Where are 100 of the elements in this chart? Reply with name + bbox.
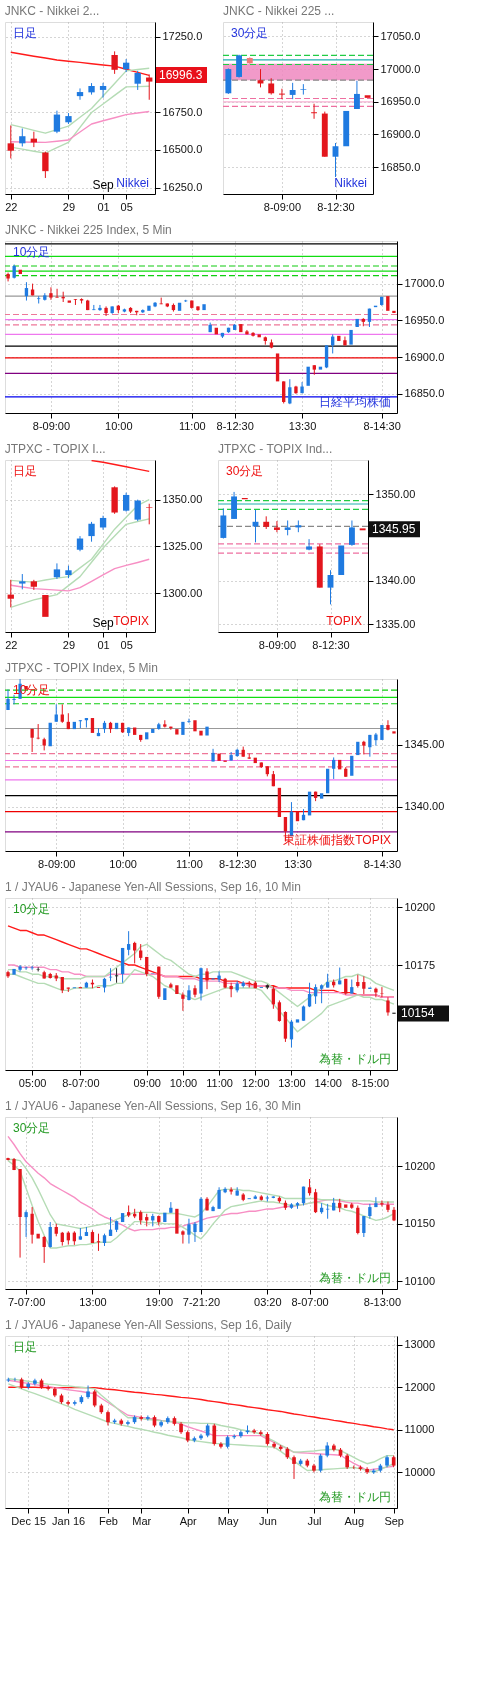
x-tick-label: Apr: [179, 1514, 198, 1527]
candlestick: [362, 1215, 366, 1238]
candlestick: [122, 492, 130, 513]
x-tick-label: 22: [5, 638, 18, 651]
annotation: 10分足: [13, 902, 51, 916]
y-tick-label: 17250.0: [162, 30, 203, 43]
x-tick-label: 03:20: [254, 1295, 282, 1308]
candlestick: [325, 1203, 330, 1220]
candlestick: [7, 579, 14, 608]
candlestick: [386, 719, 390, 731]
text: 1345.95: [372, 522, 416, 537]
candlestick: [332, 756, 336, 780]
x-tick-label: 09:00: [133, 1076, 161, 1089]
chart-title: JTPXC - TOPIX I...: [4, 442, 106, 456]
candlestick: [202, 304, 206, 311]
candlestick: [53, 562, 61, 580]
candlestick: [277, 787, 282, 818]
candlestick: [292, 1455, 296, 1480]
candlestick: [392, 310, 396, 314]
chart-title: JTPXC - TOPIX Ind...: [218, 442, 333, 456]
x-tick-label: 22: [5, 200, 18, 213]
chart-title: JNKC - Nikkei 225 ...: [223, 4, 335, 18]
y-tick-label: 17000.0: [404, 277, 445, 290]
candlestick: [126, 1419, 130, 1427]
candlestick: [359, 528, 366, 531]
candlestick: [126, 930, 131, 956]
x-tick-label: Jul: [307, 1514, 322, 1527]
x-tick-label: 8-09:00: [258, 638, 297, 651]
candlestick: [364, 95, 371, 98]
candlestick: [49, 286, 53, 301]
candlestick: [120, 1213, 125, 1223]
y-tick-label: 1335.00: [375, 617, 416, 630]
candlestick: [349, 329, 353, 345]
x-tick-label: 11:00: [176, 857, 203, 870]
candlestick: [306, 538, 313, 551]
x-tick-label: 8-12:30: [219, 857, 257, 870]
candlestick: [12, 968, 16, 975]
y-tick-label: 16900.0: [380, 127, 421, 140]
x-tick-label: 29: [62, 200, 76, 213]
x-tick-label: 10:00: [109, 857, 137, 870]
y-tick-label: 16900.0: [404, 350, 445, 363]
candlestick: [134, 499, 141, 522]
y-tick-label: 1340.00: [375, 574, 416, 587]
candlestick: [231, 491, 238, 520]
candlestick: [187, 718, 191, 724]
x-tick-label: 01: [97, 638, 110, 651]
candlestick: [181, 721, 185, 735]
candlestick: [98, 304, 102, 312]
y-tick-label: 16950.0: [380, 95, 421, 108]
candlestick: [217, 1186, 221, 1210]
candlestick: [205, 967, 209, 990]
chart-title: 1 / JYAU6 - Japanese Yen-All Sessions, Sep 16, Daily: [5, 1318, 292, 1332]
candlestick: [18, 964, 22, 972]
x-tick-label: Jun: [259, 1514, 277, 1527]
y-tick-label: 17050.0: [380, 29, 421, 42]
x-tick-label: 8-12:30: [317, 200, 355, 213]
candlestick: [146, 73, 153, 101]
x-tick-label: 8-13:00: [363, 1295, 402, 1308]
candlestick: [90, 718, 95, 733]
candlestick: [319, 983, 324, 1004]
y-tick-label: 1350.00: [162, 493, 203, 506]
x-tick-label: 11:00: [206, 1076, 233, 1089]
x-tick-label: 13:00: [79, 1295, 107, 1308]
candlestick: [7, 124, 14, 159]
x-tick-label: Mar: [132, 1514, 152, 1527]
line-series: [7, 1386, 395, 1431]
text: 16996.3: [159, 67, 203, 82]
candlestick: [36, 1233, 40, 1239]
annotation: Nikkei: [116, 176, 149, 190]
x-tick-label: 14:00: [314, 1076, 342, 1089]
candlestick: [175, 985, 179, 995]
x-tick-label: 13:30: [284, 857, 312, 870]
x-tick-label: 8-14:30: [363, 419, 401, 432]
x-tick-label: 01: [97, 200, 110, 213]
candlestick: [300, 83, 307, 96]
candlestick: [111, 50, 118, 75]
annotation: 30分足: [13, 1121, 51, 1135]
candlestick: [300, 381, 304, 394]
x-tick-label: Sep: [384, 1514, 404, 1527]
candlestick: [146, 503, 153, 525]
y-tick-label: 12000: [404, 1380, 436, 1393]
candlestick: [104, 305, 108, 317]
x-tick-label: 8-07:00: [62, 1076, 100, 1089]
candlestick: [257, 334, 261, 338]
candlestick: [217, 753, 221, 761]
candlestick: [319, 793, 324, 799]
candlestick: [42, 1235, 46, 1264]
candlestick: [311, 103, 318, 120]
candlestick: [251, 331, 255, 338]
annotation: Sep: [92, 178, 115, 192]
candlestick: [36, 723, 40, 740]
candlestick: [219, 1441, 223, 1449]
y-tick-label: 10000: [404, 1465, 436, 1478]
candlestick: [181, 1229, 185, 1245]
y-tick-label: 10100: [404, 1274, 436, 1287]
y-tick-label: 16750.0: [162, 105, 203, 118]
candlestick: [12, 694, 16, 705]
x-tick-label: Jan 16: [52, 1514, 86, 1527]
y-tick-label: 16850.0: [380, 160, 421, 173]
annotation: 日足: [13, 26, 37, 40]
